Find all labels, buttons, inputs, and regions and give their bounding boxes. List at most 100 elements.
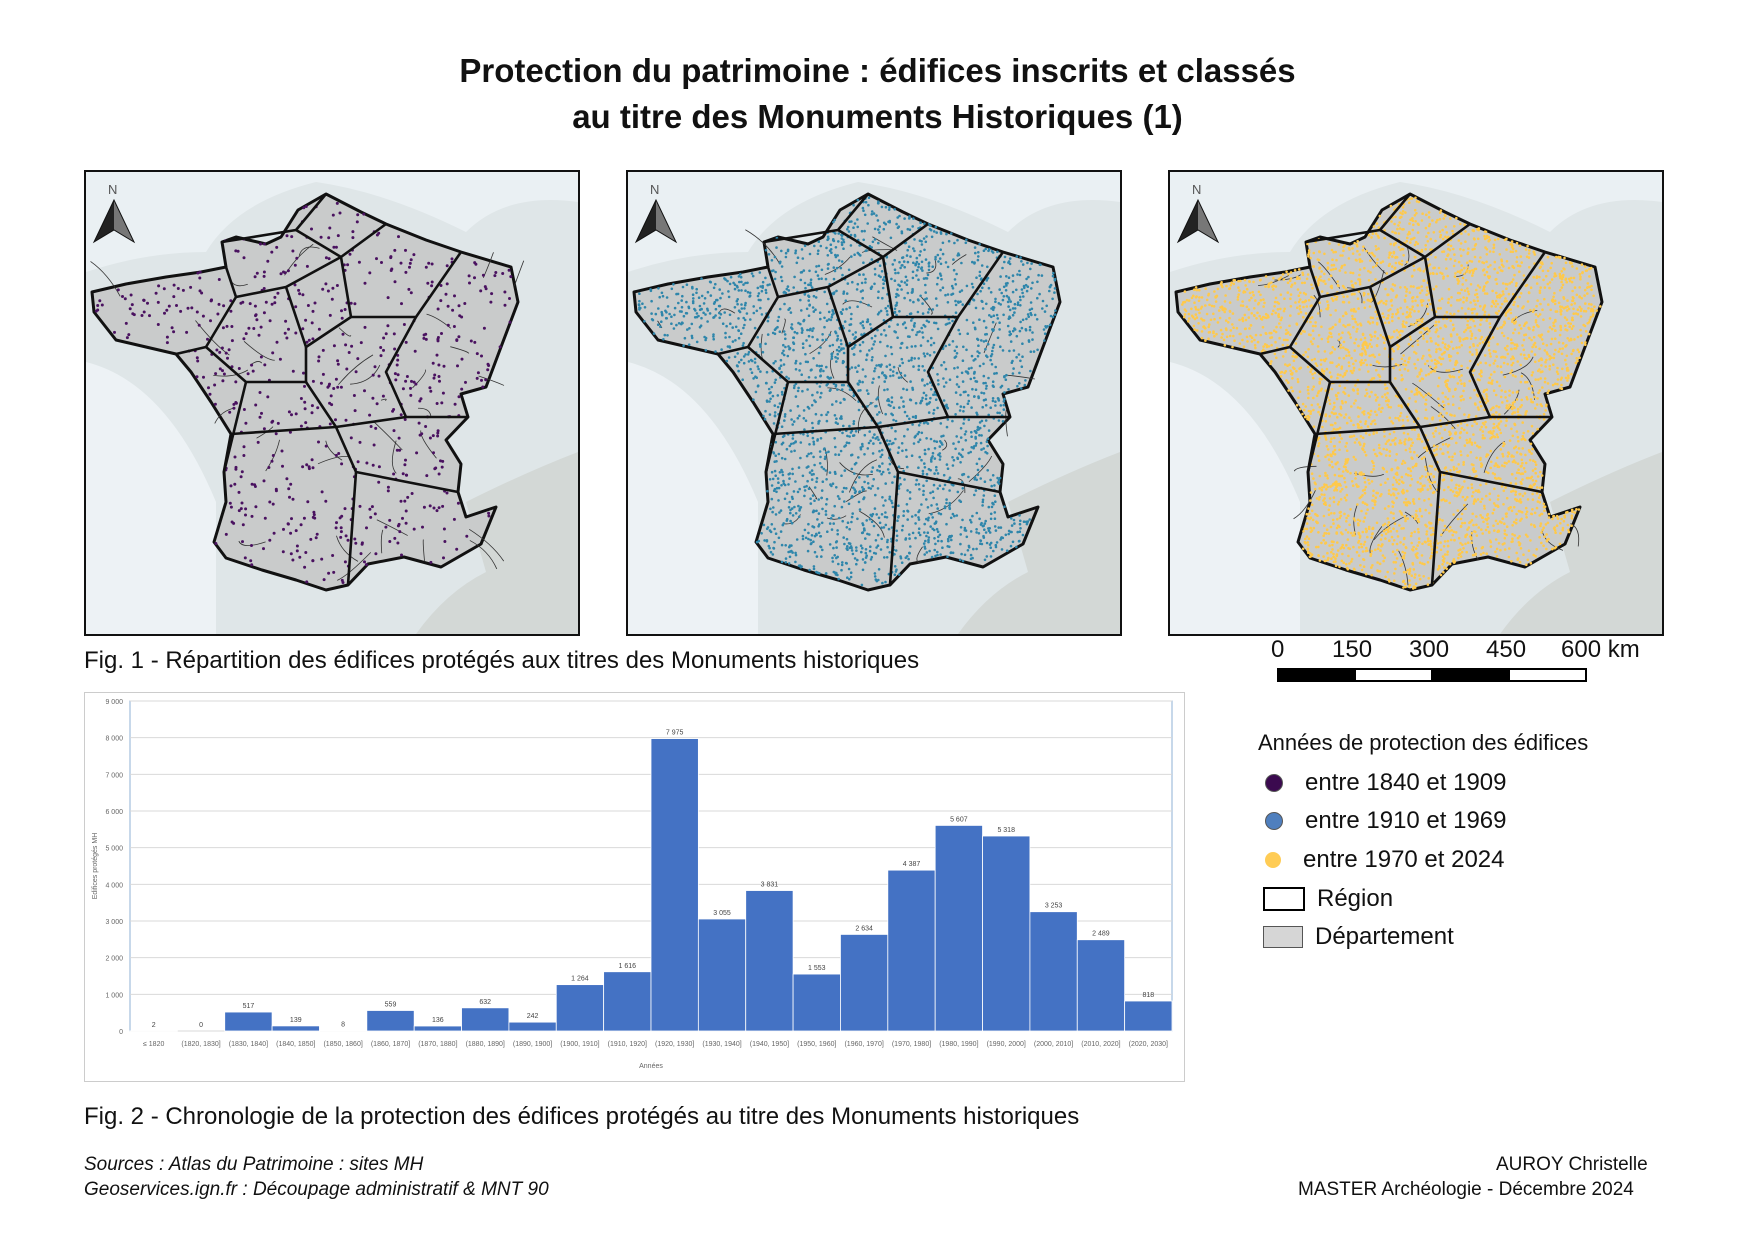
legend-label: entre 1970 et 2024: [1303, 846, 1505, 873]
x-tick-label: (1850, 1860]: [323, 1041, 362, 1048]
x-tick-label: (2020, 2030]: [1129, 1041, 1168, 1048]
bar-value-label: 3 055: [713, 910, 731, 917]
bar: [840, 934, 889, 1032]
departement-boundaries: [657, 229, 1035, 564]
x-tick-label: (1930, 1940]: [702, 1041, 741, 1048]
y-tick-label: 8 000: [105, 736, 123, 743]
x-tick-label: (1820, 1830]: [181, 1041, 220, 1048]
region-boundaries: [1259, 193, 1552, 586]
neighbour-land: [416, 452, 578, 634]
map-panel-1970-2024: N: [1168, 170, 1664, 636]
north-label: N: [1192, 182, 1201, 197]
bar-chart: 0 1 000 2 000 3 000 4 000 5 000 6 000 7 000 8 00…: [92, 699, 1173, 1070]
x-axis-label: Années: [639, 1063, 663, 1070]
bar: [1076, 939, 1126, 1032]
x-tick-label: (1950, 1960]: [797, 1041, 836, 1048]
x-tick-label: (1970, 1980]: [892, 1041, 931, 1048]
y-tick-label: 2 000: [105, 956, 123, 963]
bar: [224, 1011, 273, 1032]
fig1-caption: Fig. 1 - Répartition des édifices protég…: [84, 647, 920, 674]
bar-value-label: 1 616: [619, 963, 637, 970]
bar-value-label: 1 553: [808, 965, 826, 972]
x-tick-label: (1940, 1950]: [750, 1041, 789, 1048]
legend-title: Années de protection des édifices: [1258, 730, 1589, 755]
bar-chart-panel: 0 1 000 2 000 3 000 4 000 5 000 6 000 7 000 8 00…: [84, 692, 1185, 1082]
north-arrow-icon: N: [1176, 182, 1220, 244]
legend-item-1840-1909: entre 1840 et 1909: [1263, 769, 1507, 797]
legend-item-1910-1969: entre 1910 et 1969: [1263, 807, 1507, 835]
legend-label: Région: [1317, 885, 1394, 912]
bar: [603, 971, 652, 1032]
x-tick-label: (1920, 1930]: [655, 1041, 694, 1048]
legend-label: Département: [1315, 923, 1454, 950]
x-tick-label: (1890, 1900]: [513, 1041, 552, 1048]
sea-area: [1170, 172, 1662, 272]
sources-line1: Sources : Atlas du Patrimoine : sites MH: [84, 1154, 424, 1175]
region-box-icon: [1263, 887, 1305, 911]
sources-line2: Geoservices.ign.fr : Découpage administr…: [84, 1179, 549, 1200]
bar: [413, 1025, 462, 1032]
x-tick-label: (2010, 2020]: [1081, 1041, 1120, 1048]
bar: [697, 918, 747, 1032]
bar: [650, 738, 699, 1032]
author-course-date: MASTER Archéologie - Décembre 2024: [1298, 1179, 1634, 1200]
bar-value-label: 5 607: [950, 816, 968, 823]
neighbour-land: [1500, 452, 1662, 634]
x-tick-label: (1840, 1850]: [276, 1041, 315, 1048]
y-tick-label: 4 000: [105, 882, 123, 889]
north-arrow-icon: N: [634, 182, 678, 244]
y-tick-label: 7 000: [105, 772, 123, 779]
north-label: N: [108, 182, 117, 197]
sea-area: [628, 172, 1120, 272]
scale-label-150: 150: [1332, 636, 1373, 663]
x-tick-label: (1960, 1970]: [844, 1041, 883, 1048]
bar: [1029, 911, 1078, 1032]
x-tick-label: (1900, 1910]: [560, 1041, 599, 1048]
legend-item-1970-2024: entre 1970 et 2024: [1263, 846, 1505, 874]
region-boundaries: [717, 193, 1010, 586]
y-tick-label: 1 000: [105, 992, 123, 999]
departement-box-icon: [1263, 926, 1303, 948]
legend-item-departement: Département: [1263, 923, 1454, 951]
dot-yellow-icon: [1265, 852, 1281, 868]
bar: [271, 1025, 320, 1032]
bar-value-label: 0: [199, 1022, 203, 1029]
x-tick-label: (1980, 1990]: [939, 1041, 978, 1048]
north-arrow-icon: N: [92, 182, 136, 244]
departement-boundaries: [1258, 244, 1580, 586]
sea-area: [86, 362, 216, 634]
x-tick-label: (1990, 2000]: [987, 1041, 1026, 1048]
bar: [461, 1007, 510, 1032]
sea-area: [1170, 362, 1300, 634]
dot-purple-icon: [1265, 774, 1283, 792]
north-label: N: [650, 182, 659, 197]
bar: [792, 973, 841, 1032]
scale-label-450: 450: [1486, 636, 1527, 663]
author-name: AUROY Christelle: [1496, 1154, 1648, 1175]
bar: [366, 1010, 415, 1032]
map-title-line2: au titre des Monuments Historiques (1): [572, 98, 1183, 135]
sea-area: [628, 362, 758, 634]
x-tick-label: (1880, 1890]: [466, 1041, 505, 1048]
x-tick-label: (1860, 1870]: [371, 1041, 410, 1048]
map-title-line1: Protection du patrimoine : édifices insc…: [459, 52, 1296, 89]
x-tick-label: (1870, 1880]: [418, 1041, 457, 1048]
bar-value-label: 559: [385, 1002, 397, 1009]
bar-value-label: 5 318: [997, 827, 1015, 834]
bar: [982, 835, 1031, 1032]
bar-value-label: 8: [341, 1022, 345, 1029]
y-tick-label: 5 000: [105, 846, 123, 853]
legend-item-region: Région: [1263, 885, 1393, 913]
y-tick-label: 6 000: [105, 809, 123, 816]
bar: [934, 825, 983, 1032]
monument-points: [637, 196, 1057, 587]
bar-value-label: 818: [1142, 992, 1154, 999]
bar: [745, 890, 794, 1032]
bar-value-label: 517: [243, 1003, 255, 1010]
legend-label: entre 1910 et 1969: [1305, 807, 1507, 834]
x-tick-label: ≤ 1820: [143, 1041, 164, 1048]
sea-area: [86, 172, 578, 272]
y-axis-label: Edifices protégés MH: [92, 833, 99, 900]
bar-value-label: 4 387: [903, 861, 921, 868]
legend-label: entre 1840 et 1909: [1305, 769, 1507, 796]
